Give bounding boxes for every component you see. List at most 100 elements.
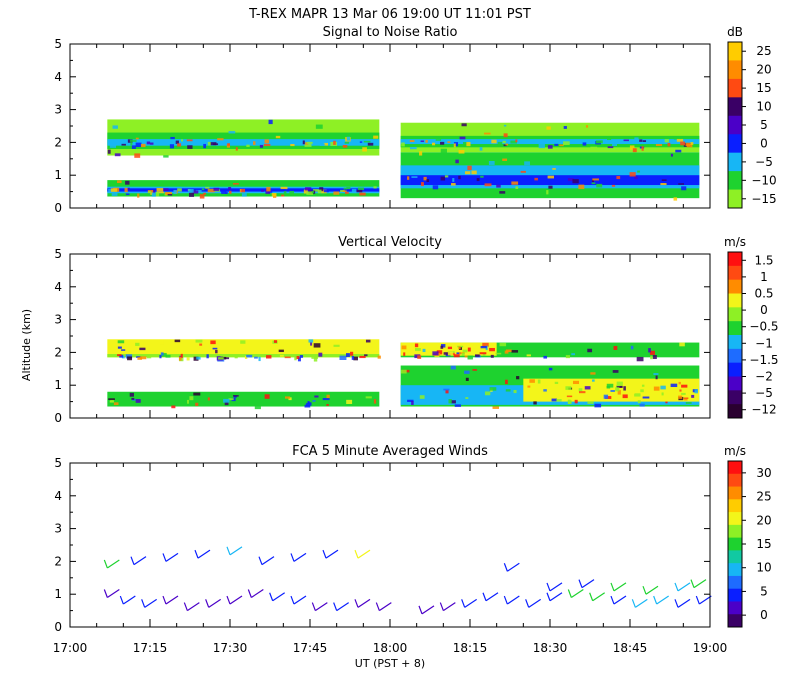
vv-speckle bbox=[615, 387, 620, 392]
snr-speckle bbox=[681, 186, 687, 191]
snr-speckle bbox=[552, 168, 556, 170]
wind-barb bbox=[674, 582, 691, 592]
wind-barb-shaft bbox=[315, 602, 328, 612]
vv-colorbar-swatch bbox=[728, 293, 742, 308]
snr-band-11 bbox=[400, 139, 700, 145]
wind-barb-feather bbox=[631, 599, 636, 608]
snr-speckle bbox=[135, 137, 139, 140]
snr-speckle bbox=[265, 189, 271, 194]
vv-speckle bbox=[440, 345, 444, 349]
x-axis-label: UT (PST + 8) bbox=[355, 657, 425, 670]
vv-speckle bbox=[121, 355, 125, 359]
wind-barb-feather bbox=[103, 559, 108, 569]
wind-barb-feather bbox=[642, 585, 647, 595]
snr-speckle bbox=[409, 140, 415, 142]
vv-speckle bbox=[641, 384, 645, 387]
snr-speckle bbox=[511, 181, 519, 185]
wind-barb-shaft bbox=[421, 605, 435, 615]
snr-speckle bbox=[639, 139, 643, 142]
vv-y-tick-label: 0 bbox=[54, 411, 62, 425]
vv-speckle bbox=[594, 403, 602, 408]
vv-speckle bbox=[551, 398, 557, 402]
snr-colorbar-swatch bbox=[728, 134, 742, 154]
wind-barb-feather bbox=[119, 595, 124, 605]
wind-barb bbox=[653, 595, 669, 605]
wind-barb-shaft bbox=[293, 595, 307, 605]
vv-speckle bbox=[543, 389, 547, 392]
snr-colorbar-label: 20 bbox=[756, 63, 771, 77]
snr-speckle bbox=[302, 140, 305, 145]
snr-speckle bbox=[676, 138, 684, 142]
snr-speckle bbox=[524, 161, 531, 166]
wind-barb-feather bbox=[130, 556, 135, 565]
wind-barb bbox=[546, 592, 563, 602]
snr-speckle bbox=[346, 136, 351, 141]
vv-speckle bbox=[660, 385, 666, 390]
snr-y-tick-label: 5 bbox=[54, 37, 62, 51]
snr-speckle bbox=[419, 151, 423, 156]
vv-speckle bbox=[135, 399, 141, 403]
wind-barb-shaft bbox=[144, 598, 157, 608]
vv-speckle bbox=[186, 357, 190, 361]
snr-speckle bbox=[344, 141, 349, 144]
wind-barb bbox=[525, 598, 541, 608]
wind-barb-feather bbox=[503, 595, 508, 605]
snr-speckle bbox=[451, 183, 456, 186]
wind-barb bbox=[354, 598, 371, 608]
vv-speckle bbox=[401, 369, 407, 374]
vv-speckle bbox=[224, 401, 229, 406]
snr-speckle bbox=[345, 191, 349, 194]
vv-speckle bbox=[346, 399, 353, 404]
wind-barb bbox=[631, 598, 648, 608]
snr-speckle bbox=[311, 190, 314, 194]
vv-speckle bbox=[304, 404, 311, 408]
wind-barb-shaft bbox=[528, 598, 541, 608]
snr-colorbar-label: −10 bbox=[751, 173, 776, 187]
snr-speckle bbox=[678, 183, 685, 185]
snr-speckle bbox=[199, 194, 205, 199]
winds-colorbar-swatch bbox=[728, 537, 742, 551]
snr-speckle bbox=[459, 136, 466, 140]
wind-barb-shaft bbox=[592, 592, 605, 602]
snr-speckle bbox=[546, 126, 551, 130]
snr-speckle bbox=[323, 142, 329, 146]
snr-speckle bbox=[213, 187, 220, 191]
vv-speckle bbox=[616, 381, 623, 386]
snr-speckle bbox=[140, 143, 146, 148]
vv-speckle bbox=[447, 351, 453, 356]
winds-colorbar-swatch bbox=[728, 588, 742, 602]
snr-speckle bbox=[547, 175, 554, 179]
snr-speckle bbox=[476, 178, 480, 182]
snr-speckle bbox=[447, 141, 451, 143]
snr-speckle bbox=[107, 149, 111, 154]
winds-colorbar-label: 20 bbox=[756, 513, 771, 527]
vv-speckle bbox=[578, 391, 586, 394]
vv-speckle bbox=[648, 348, 651, 353]
wind-barb-feather bbox=[354, 549, 359, 559]
vv-speckle bbox=[414, 348, 421, 351]
wind-barb-shaft bbox=[693, 579, 707, 589]
vv-speckle bbox=[254, 406, 261, 410]
vv-speckle bbox=[304, 399, 308, 404]
winds-colorbar-swatch bbox=[728, 499, 742, 513]
wind-barb-shaft bbox=[187, 602, 200, 612]
snr-speckle bbox=[411, 176, 418, 178]
snr-speckle bbox=[634, 176, 638, 180]
wind-barb-feather bbox=[589, 592, 594, 601]
snr-speckle bbox=[595, 140, 603, 144]
vv-colorbar-label: −0.5 bbox=[749, 320, 778, 334]
snr-speckle bbox=[195, 189, 202, 194]
snr-speckle bbox=[286, 139, 293, 144]
snr-speckle bbox=[253, 141, 256, 145]
snr-speckle bbox=[686, 143, 693, 148]
vv-speckle bbox=[178, 356, 182, 361]
vv-speckle bbox=[635, 354, 643, 357]
snr-speckle bbox=[329, 188, 332, 191]
snr-band-8 bbox=[400, 175, 700, 186]
vv-speckle bbox=[556, 399, 562, 402]
snr-speckle bbox=[611, 184, 616, 187]
snr-speckle bbox=[591, 182, 596, 185]
vv-speckle bbox=[273, 340, 278, 343]
vv-speckle bbox=[365, 339, 371, 343]
vv-speckle bbox=[695, 391, 700, 396]
